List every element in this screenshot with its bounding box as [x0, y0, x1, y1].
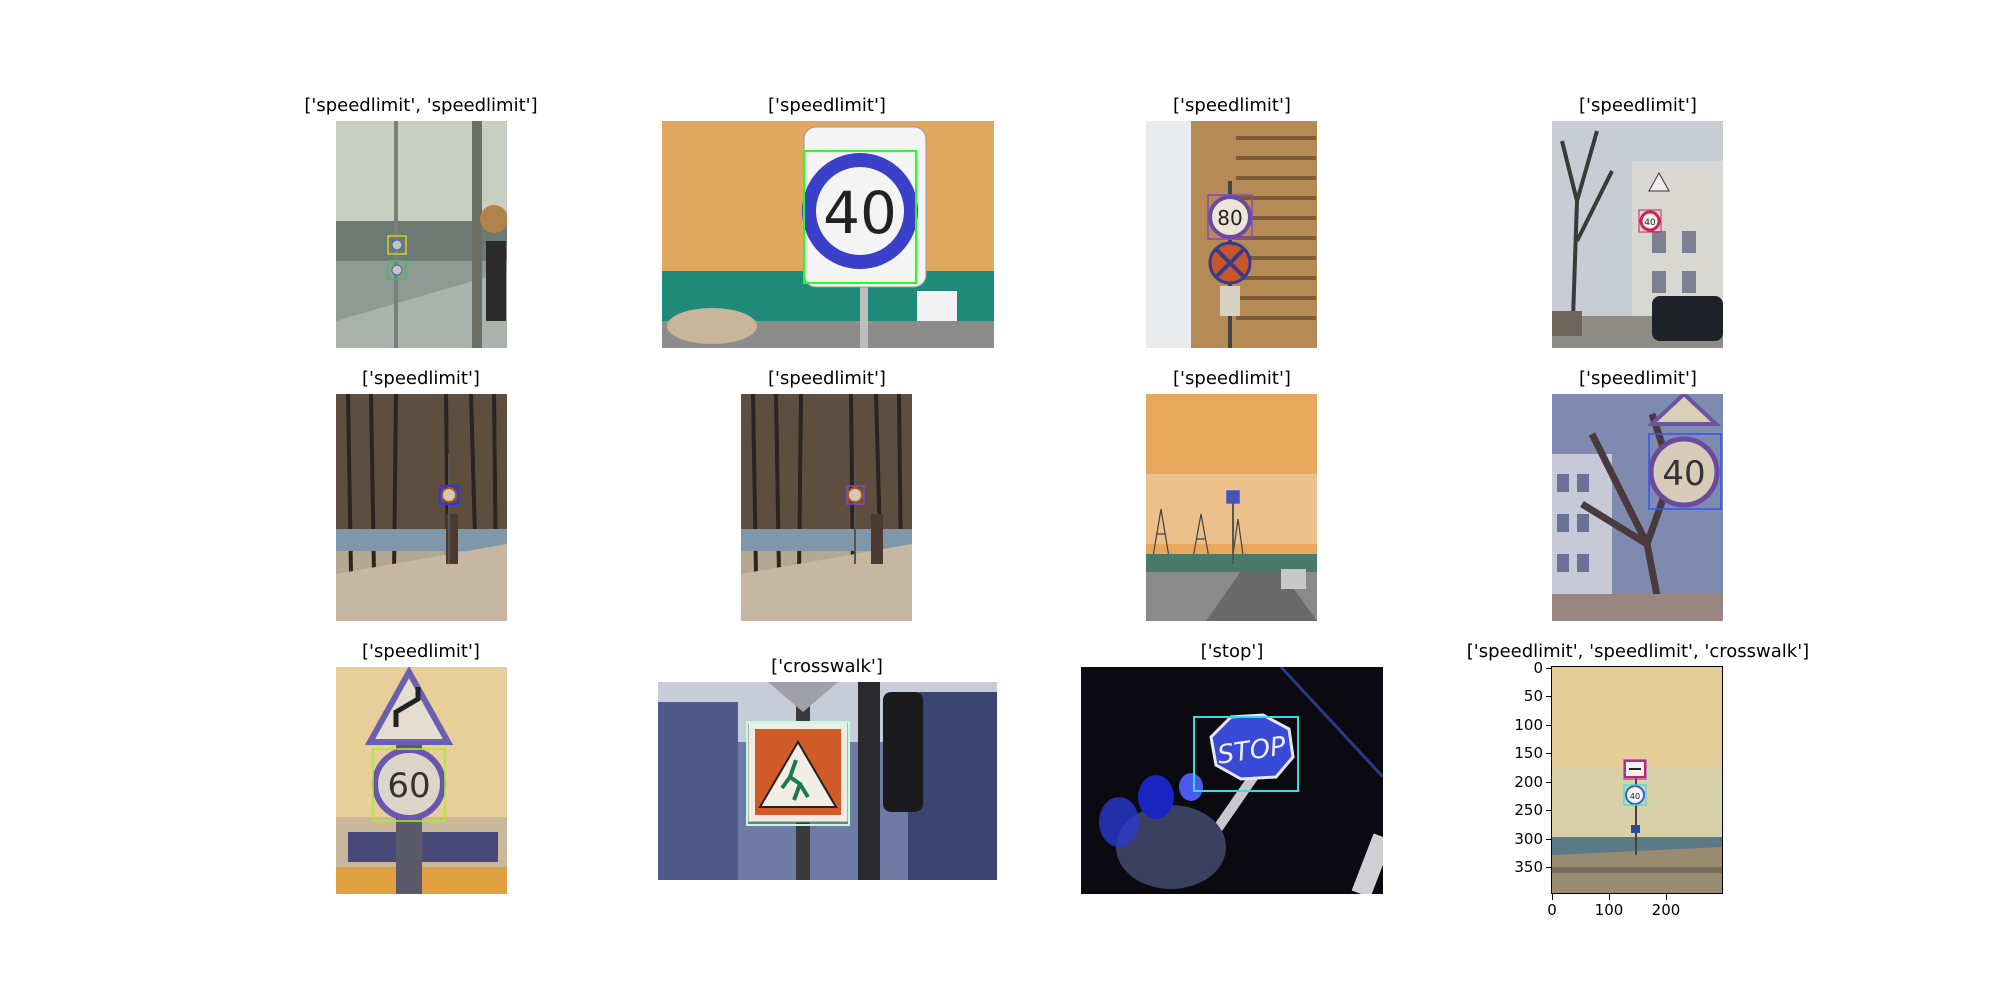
- y-tick-label: 300: [1514, 830, 1543, 848]
- y-tick-mark: [1546, 725, 1552, 726]
- panel-2-title: ['speedlimit']: [768, 95, 886, 116]
- panel-1-title: ['speedlimit', 'speedlimit']: [304, 95, 538, 116]
- panel-11-title: ['stop']: [1200, 641, 1264, 662]
- panel-5-title: ['speedlimit']: [362, 368, 480, 389]
- y-tick-label: 100: [1514, 716, 1543, 734]
- panel-3-image: 80: [1146, 121, 1317, 348]
- panel-8-image: 40: [1552, 394, 1723, 621]
- y-tick-label: 150: [1514, 744, 1543, 762]
- y-tick-mark: [1546, 867, 1552, 868]
- panel-6-image: [741, 394, 912, 621]
- panel-12-title: ['speedlimit', 'speedlimit', 'crosswalk'…: [1466, 641, 1810, 662]
- panel-12-image: 40: [1552, 667, 1723, 894]
- x-tick-label: 100: [1594, 901, 1624, 919]
- speed-sign-text: 40: [1662, 454, 1705, 494]
- y-tick-mark: [1546, 668, 1552, 669]
- x-tick-mark: [1552, 894, 1553, 900]
- speed-sign-text: 40: [1644, 218, 1656, 228]
- y-tick-label: 250: [1514, 801, 1543, 819]
- y-tick-mark: [1546, 696, 1552, 697]
- panel-9-title: ['speedlimit']: [362, 641, 480, 662]
- panel-6-title: ['speedlimit']: [768, 368, 886, 389]
- speed-sign-text: 40: [1630, 792, 1640, 801]
- y-tick-label: 50: [1523, 687, 1543, 705]
- y-tick-mark: [1546, 839, 1552, 840]
- x-tick-mark: [1666, 894, 1667, 900]
- y-tick-mark: [1546, 753, 1552, 754]
- y-tick-label: 350: [1514, 858, 1543, 876]
- x-tick-mark: [1609, 894, 1610, 900]
- panel-10-image: [658, 682, 997, 880]
- y-tick-mark: [1546, 782, 1552, 783]
- panel-7-image: [1146, 394, 1317, 621]
- panel-9-image: 60: [336, 667, 507, 894]
- speed-sign-text: 60: [387, 766, 430, 806]
- panel-4-title: ['speedlimit']: [1579, 95, 1697, 116]
- panel-5-image: [336, 394, 507, 621]
- panel-7-title: ['speedlimit']: [1173, 368, 1291, 389]
- panel-8-title: ['speedlimit']: [1579, 368, 1697, 389]
- panel-4-image: 40: [1552, 121, 1723, 348]
- speed-sign-text: 40: [823, 179, 897, 247]
- panel-1-image: [336, 121, 507, 348]
- x-tick-label: 200: [1651, 901, 1681, 919]
- y-tick-label: 0: [1533, 659, 1543, 677]
- panel-3-title: ['speedlimit']: [1173, 95, 1291, 116]
- speed-sign-text: 80: [1217, 206, 1242, 230]
- y-tick-mark: [1546, 810, 1552, 811]
- panel-11-image: STOP: [1081, 667, 1383, 894]
- x-tick-label: 0: [1547, 901, 1557, 919]
- panel-2-image: 40: [662, 121, 994, 348]
- y-tick-label: 200: [1514, 773, 1543, 791]
- panel-10-title: ['crosswalk']: [771, 656, 883, 677]
- axes-frame: [1551, 666, 1723, 894]
